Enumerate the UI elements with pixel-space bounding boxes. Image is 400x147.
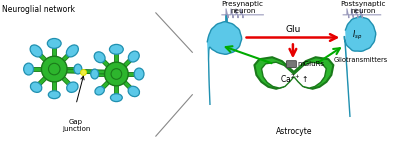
Ellipse shape bbox=[24, 63, 34, 75]
PathPatch shape bbox=[207, 22, 242, 54]
FancyBboxPatch shape bbox=[286, 61, 296, 68]
Ellipse shape bbox=[48, 91, 60, 99]
Ellipse shape bbox=[47, 39, 61, 48]
Text: Gap
junction: Gap junction bbox=[62, 119, 90, 132]
Circle shape bbox=[42, 56, 67, 82]
Ellipse shape bbox=[67, 82, 78, 92]
Ellipse shape bbox=[134, 68, 144, 80]
Text: Astrocyte: Astrocyte bbox=[276, 127, 312, 136]
Text: Glu: Glu bbox=[285, 25, 300, 34]
Polygon shape bbox=[254, 57, 333, 89]
Polygon shape bbox=[262, 62, 326, 88]
Text: Ca$^{2+}$$\uparrow$: Ca$^{2+}$$\uparrow$ bbox=[280, 73, 308, 85]
Ellipse shape bbox=[128, 86, 140, 97]
Text: $I_{sp}$: $I_{sp}$ bbox=[352, 29, 362, 42]
Ellipse shape bbox=[128, 51, 139, 62]
Ellipse shape bbox=[95, 87, 104, 95]
Ellipse shape bbox=[110, 94, 122, 102]
Ellipse shape bbox=[110, 44, 123, 54]
Text: Gliotransmitters: Gliotransmitters bbox=[333, 57, 388, 63]
Text: Presynaptic
neuron: Presynaptic neuron bbox=[222, 1, 264, 14]
Ellipse shape bbox=[94, 52, 105, 63]
Ellipse shape bbox=[74, 64, 82, 74]
Circle shape bbox=[104, 62, 128, 86]
Ellipse shape bbox=[30, 82, 42, 92]
Text: mGluRs: mGluRs bbox=[298, 61, 325, 67]
PathPatch shape bbox=[344, 17, 376, 51]
Ellipse shape bbox=[30, 45, 42, 57]
Text: Postsynaptic
neuron: Postsynaptic neuron bbox=[340, 1, 386, 14]
Ellipse shape bbox=[66, 45, 78, 57]
Ellipse shape bbox=[91, 69, 99, 79]
Text: Neuroglial network: Neuroglial network bbox=[2, 5, 75, 14]
